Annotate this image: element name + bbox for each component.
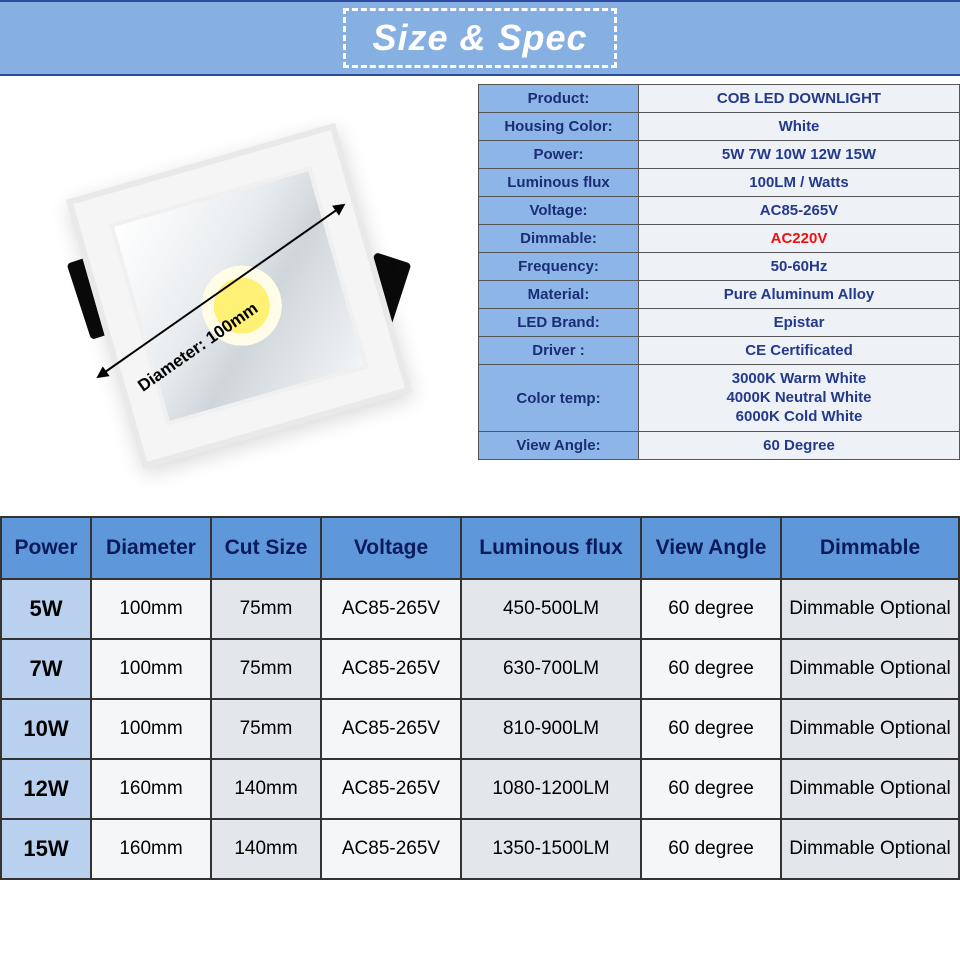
power-cell: 5W: [1, 579, 91, 639]
spec-row: Frequency:50-60Hz: [479, 253, 960, 281]
table-row: 5W100mm75mmAC85-265V450-500LM60 degreeDi…: [1, 579, 959, 639]
page-title: Size & Spec: [343, 8, 616, 68]
spec-value: 50-60Hz: [639, 253, 960, 281]
table-cell: 60 degree: [641, 639, 781, 699]
table-cell: 60 degree: [641, 579, 781, 639]
table-cell: Dimmable Optional: [781, 699, 959, 759]
table-cell: Dimmable Optional: [781, 579, 959, 639]
table-cell: 100mm: [91, 639, 211, 699]
table-cell: 450-500LM: [461, 579, 641, 639]
table-row: 15W160mm140mmAC85-265V1350-1500LM60 degr…: [1, 819, 959, 879]
spec-value: Epistar: [639, 309, 960, 337]
table-header: Voltage: [321, 517, 461, 579]
size-table: PowerDiameterCut SizeVoltageLuminous flu…: [0, 516, 960, 880]
table-cell: 75mm: [211, 579, 321, 639]
table-cell: AC85-265V: [321, 639, 461, 699]
spec-key: View Angle:: [479, 432, 639, 460]
spec-row: Material:Pure Aluminum Alloy: [479, 281, 960, 309]
table-row: 12W160mm140mmAC85-265V1080-1200LM60 degr…: [1, 759, 959, 819]
spec-key: Dimmable:: [479, 225, 639, 253]
power-cell: 12W: [1, 759, 91, 819]
table-cell: 75mm: [211, 639, 321, 699]
table-cell: 60 degree: [641, 759, 781, 819]
spec-row: LED Brand:Epistar: [479, 309, 960, 337]
spec-key: Material:: [479, 281, 639, 309]
table-cell: 140mm: [211, 759, 321, 819]
power-cell: 10W: [1, 699, 91, 759]
spec-row: Dimmable:AC220V: [479, 225, 960, 253]
spec-row: Voltage:AC85-265V: [479, 197, 960, 225]
spec-value: AC85-265V: [639, 197, 960, 225]
power-cell: 15W: [1, 819, 91, 879]
table-cell: 630-700LM: [461, 639, 641, 699]
table-cell: Dimmable Optional: [781, 639, 959, 699]
table-cell: 160mm: [91, 759, 211, 819]
table-cell: AC85-265V: [321, 819, 461, 879]
spec-key: Frequency:: [479, 253, 639, 281]
table-cell: AC85-265V: [321, 759, 461, 819]
spec-value: 5W 7W 10W 12W 15W: [639, 141, 960, 169]
spec-value: White: [639, 113, 960, 141]
spec-row: Power:5W 7W 10W 12W 15W: [479, 141, 960, 169]
upper-section: Diameter: 100mm Product:COB LED DOWNLIGH…: [0, 76, 960, 516]
table-cell: 60 degree: [641, 699, 781, 759]
spec-value: 100LM / Watts: [639, 169, 960, 197]
table-cell: AC85-265V: [321, 699, 461, 759]
downlight-frame: [66, 123, 412, 469]
table-cell: AC85-265V: [321, 579, 461, 639]
title-bar: Size & Spec: [0, 0, 960, 76]
table-header: Cut Size: [211, 517, 321, 579]
table-cell: 100mm: [91, 579, 211, 639]
spec-key: Product:: [479, 85, 639, 113]
table-cell: 100mm: [91, 699, 211, 759]
spec-key: Driver :: [479, 337, 639, 365]
spec-table: Product:COB LED DOWNLIGHTHousing Color:W…: [478, 84, 960, 460]
spec-row: Housing Color:White: [479, 113, 960, 141]
spec-key: Luminous flux: [479, 169, 639, 197]
spec-key: Power:: [479, 141, 639, 169]
table-cell: 1080-1200LM: [461, 759, 641, 819]
table-header: Power: [1, 517, 91, 579]
table-cell: 140mm: [211, 819, 321, 879]
table-header-row: PowerDiameterCut SizeVoltageLuminous flu…: [1, 517, 959, 579]
table-header: Dimmable: [781, 517, 959, 579]
product-image-pane: Diameter: 100mm: [0, 76, 478, 516]
power-cell: 7W: [1, 639, 91, 699]
table-cell: 60 degree: [641, 819, 781, 879]
table-header: View Angle: [641, 517, 781, 579]
spec-value: 3000K Warm White4000K Neutral White6000K…: [639, 365, 960, 432]
spec-value: Pure Aluminum Alloy: [639, 281, 960, 309]
table-cell: 160mm: [91, 819, 211, 879]
table-row: 10W100mm75mmAC85-265V810-900LM60 degreeD…: [1, 699, 959, 759]
spec-value: COB LED DOWNLIGHT: [639, 85, 960, 113]
spec-value: CE Certificated: [639, 337, 960, 365]
spec-row: Luminous flux100LM / Watts: [479, 169, 960, 197]
spec-value: 60 Degree: [639, 432, 960, 460]
table-cell: Dimmable Optional: [781, 759, 959, 819]
spec-key: LED Brand:: [479, 309, 639, 337]
spec-row: Driver :CE Certificated: [479, 337, 960, 365]
table-row: 7W100mm75mmAC85-265V630-700LM60 degreeDi…: [1, 639, 959, 699]
spec-row: Color temp:3000K Warm White4000K Neutral…: [479, 365, 960, 432]
table-cell: 1350-1500LM: [461, 819, 641, 879]
table-header: Luminous flux: [461, 517, 641, 579]
spec-key: Housing Color:: [479, 113, 639, 141]
spec-key: Voltage:: [479, 197, 639, 225]
spec-row: Product:COB LED DOWNLIGHT: [479, 85, 960, 113]
table-cell: Dimmable Optional: [781, 819, 959, 879]
spec-key: Color temp:: [479, 365, 639, 432]
table-cell: 75mm: [211, 699, 321, 759]
spec-value: AC220V: [639, 225, 960, 253]
spec-row: View Angle:60 Degree: [479, 432, 960, 460]
table-cell: 810-900LM: [461, 699, 641, 759]
table-header: Diameter: [91, 517, 211, 579]
